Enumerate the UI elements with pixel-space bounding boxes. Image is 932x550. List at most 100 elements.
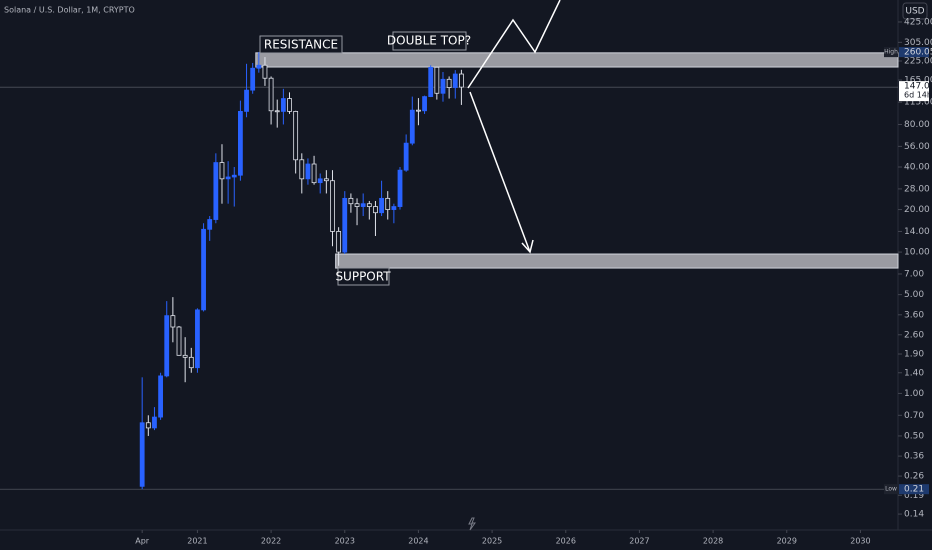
chart-title: Solana / U.S. Dollar, 1M, CRYPTO [4, 6, 135, 15]
candle-body [452, 73, 458, 88]
y-tick-label: 1.40 [904, 368, 924, 378]
candle-body [305, 163, 311, 180]
candle-body [299, 159, 305, 180]
annotation-box [259, 35, 343, 54]
candle-body [274, 110, 280, 113]
marker-value-tag [899, 47, 929, 58]
candle-body [182, 354, 188, 358]
candle-body [403, 142, 409, 171]
candle-body [219, 162, 225, 180]
y-tick-label: 28.00 [904, 184, 930, 194]
price-zone [255, 52, 899, 68]
x-tick-label: 2027 [629, 537, 649, 546]
grid [0, 21, 902, 533]
y-tick-label: 165.00 [904, 76, 932, 86]
marker-tag [884, 47, 898, 58]
y-tick-label: 56.00 [904, 142, 930, 152]
logo-icon [468, 517, 476, 531]
x-tick-label: 2021 [187, 537, 207, 546]
marker-value-tag [899, 484, 929, 495]
candle-body [268, 77, 274, 112]
countdown: 6d 14h [904, 91, 932, 100]
y-tick-label: 0.14 [904, 510, 924, 520]
candle-body [409, 109, 415, 144]
y-tick-label: 1.90 [904, 350, 924, 360]
y-tick-label: 115.00 [904, 98, 932, 108]
y-tick-label: 0.50 [904, 431, 924, 441]
candle-body [176, 326, 182, 356]
x-tick-label: 2022 [261, 537, 281, 546]
candle-body [366, 203, 372, 207]
annotation: DOUBLE TOP? [387, 34, 471, 48]
x-tick-label: 2026 [556, 537, 576, 546]
candle-body [231, 174, 237, 178]
y-tick-label: 0.26 [904, 472, 924, 482]
candle-body [323, 178, 329, 182]
candle-body [440, 78, 446, 94]
x-tick-label: 2030 [850, 537, 870, 546]
candle-body [280, 98, 286, 112]
candle-body [330, 180, 335, 232]
y-tick-label: 2.60 [904, 330, 924, 340]
candle-body [379, 197, 384, 214]
candle-body [373, 206, 378, 214]
candles [139, 52, 464, 490]
annotation-box [392, 31, 467, 51]
x-tick-label: Apr [135, 537, 150, 546]
y-tick-label: 80.00 [904, 120, 930, 130]
candle-body [207, 219, 213, 230]
candle-body [170, 315, 176, 328]
candle-body [250, 67, 256, 91]
candle-body [446, 78, 452, 88]
candle-body [188, 356, 194, 369]
marker-label: High [884, 49, 898, 56]
y-tick-label: 40.00 [904, 163, 930, 173]
annotations: RESISTANCE DOUBLE TOP? SUPPORT [259, 31, 471, 286]
y-tick-label: 1.00 [904, 389, 924, 399]
y-tick-label: 305.00 [904, 38, 932, 48]
y-tick-label: 0.19 [904, 491, 924, 501]
currency[interactable]: USD [905, 7, 924, 17]
candle-body [354, 203, 360, 207]
y-tick-label: 10.00 [904, 248, 930, 258]
candle-body [164, 315, 170, 377]
price-zone [335, 253, 899, 269]
candle-body [139, 422, 145, 487]
y-tick-label: 425.00 [904, 17, 932, 27]
y-tick-label: 14.00 [904, 227, 930, 237]
candle-body [213, 162, 219, 220]
candle-body [342, 197, 348, 253]
annotation: RESISTANCE [264, 38, 338, 52]
candle-body [152, 416, 157, 429]
candle-body [391, 206, 397, 210]
candle-body [195, 309, 200, 369]
x-tick-label: 2028 [703, 537, 723, 546]
annotation-box [337, 267, 390, 286]
candle-body [256, 64, 262, 69]
marker-label: Low [885, 486, 897, 493]
y-tick-label: 225.00 [904, 57, 932, 67]
x-tick-label: 2024 [408, 537, 428, 546]
x-tick-label: 2029 [777, 537, 797, 546]
candle-body [422, 96, 427, 112]
zones [255, 52, 899, 269]
candle-body [397, 169, 403, 207]
y-tick-label: 20.00 [904, 205, 930, 215]
candle-body [201, 228, 206, 311]
candle-body [158, 375, 163, 418]
marker-tag [884, 484, 898, 495]
candle-body [416, 109, 421, 112]
candle-body [145, 422, 151, 429]
candle-body [293, 110, 299, 161]
candle-body [348, 197, 354, 205]
marker-value: 260.05 [904, 48, 932, 58]
candle-body [244, 89, 249, 112]
x-tick-label: 2025 [482, 537, 502, 546]
currency-button[interactable] [902, 2, 928, 20]
y-tick-label: 3.60 [904, 310, 924, 320]
projection-arrows [467, 0, 561, 254]
candle-body [225, 176, 231, 180]
candle-body [434, 66, 440, 94]
